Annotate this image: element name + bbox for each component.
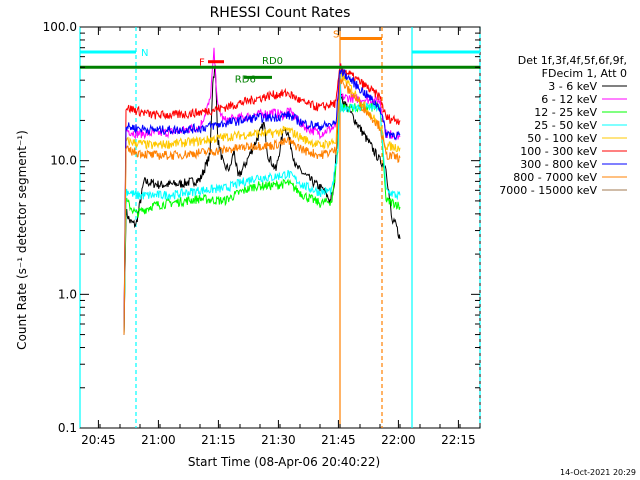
- series-line: [123, 63, 401, 335]
- x-tick-label: 20:45: [81, 433, 116, 447]
- legend-entry-label: 6 - 12 keV: [541, 93, 597, 106]
- legend: Det 1f,3f,4f,5f,6f,9f,FDecim 1, Att 03 -…: [499, 54, 627, 197]
- annotation-label: RD6: [235, 74, 256, 85]
- x-tick-label: 21:00: [141, 433, 176, 447]
- series-line: [123, 77, 401, 335]
- legend-header: FDecim 1, Att 0: [542, 67, 627, 80]
- annotation-label: N: [141, 48, 148, 59]
- legend-entry-label: 7000 - 15000 keV: [499, 184, 597, 197]
- annotation-label: RD0: [262, 56, 283, 67]
- series-line: [123, 75, 401, 335]
- x-tick-label: 22:15: [441, 433, 476, 447]
- plot-area: N F S RD0 RD6: [79, 26, 481, 429]
- chart-title: RHESSI Count Rates: [210, 5, 351, 21]
- x-axis: 20:45 21:00 21:15 21:30 21:45 22:00 22:15: [81, 27, 481, 447]
- legend-entry-label: 100 - 300 keV: [520, 145, 597, 158]
- x-axis-label: Start Time (08-Apr-06 20:40:22): [188, 455, 380, 469]
- y-tick-label: 1.0: [58, 287, 77, 301]
- legend-header: Det 1f,3f,4f,5f,6f,9f,: [518, 54, 627, 67]
- series-layer: [123, 47, 401, 335]
- y-tick-label: 0.1: [58, 421, 77, 435]
- x-tick-label: 21:15: [201, 433, 236, 447]
- annotation-label: S: [333, 30, 339, 41]
- legend-entry-label: 12 - 25 keV: [534, 106, 597, 119]
- series-line: [123, 69, 401, 335]
- annotation-label: F: [199, 58, 205, 69]
- y-axis-label: Count Rate (s⁻¹ detector segment⁻¹): [15, 130, 29, 350]
- legend-entry-label: 25 - 50 keV: [534, 119, 597, 132]
- legend-entry-label: 300 - 800 keV: [520, 158, 597, 171]
- legend-entry-label: 50 - 100 keV: [527, 132, 597, 145]
- y-axis: 0.1 1.0 10.0 100.0: [43, 20, 480, 435]
- series-line: [123, 67, 401, 335]
- y-tick-label: 100.0: [43, 20, 77, 34]
- x-tick-label: 21:45: [321, 433, 356, 447]
- series-line: [123, 70, 401, 335]
- x-tick-label: 21:30: [261, 433, 296, 447]
- x-tick-label: 22:00: [381, 433, 416, 447]
- timestamp-footer: 14-Oct-2021 20:29: [560, 468, 636, 477]
- annotation-layer: N F S RD0 RD6: [80, 30, 480, 85]
- y-tick-label: 10.0: [50, 154, 77, 168]
- legend-entry-label: 800 - 7000 keV: [513, 171, 597, 184]
- legend-entry-label: 3 - 6 keV: [548, 80, 597, 93]
